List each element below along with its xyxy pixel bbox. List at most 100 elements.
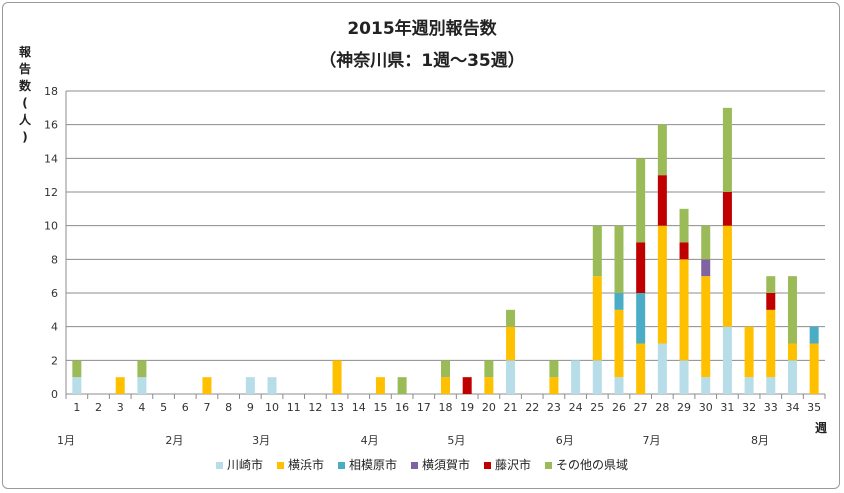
bar-segment: [657, 175, 667, 226]
bar-segment: [679, 259, 689, 361]
x-tick-label: 23: [547, 401, 561, 414]
bar-segment: [722, 225, 732, 327]
legend-item: 川崎市: [215, 456, 263, 473]
bar-segment: [787, 343, 797, 361]
legend-swatch: [545, 462, 553, 469]
legend-item: 横浜市: [276, 456, 324, 473]
bar-segment: [484, 377, 494, 394]
bar-segment: [636, 158, 646, 243]
legend: 川崎市 横浜市 相模原市 横須賀市 藤沢市 その他の県域: [0, 456, 844, 473]
bar-segment: [657, 124, 667, 176]
month-label: 6月: [556, 434, 574, 447]
legend-swatch: [337, 462, 345, 469]
x-tick-label: 1: [73, 401, 80, 414]
chart-subtitle: （神奈川県：1週〜35週）: [319, 51, 525, 71]
month-label: 8月: [751, 434, 769, 447]
x-tick-label: 18: [439, 401, 453, 414]
bar-segment: [636, 242, 646, 293]
bar-segment: [614, 377, 624, 394]
bar-segment: [462, 377, 472, 394]
legend-item: 相模原市: [337, 456, 397, 473]
x-tick-label: 11: [287, 401, 301, 414]
month-label: 7月: [643, 434, 661, 447]
month-label: 2月: [165, 434, 183, 447]
bar-segment: [441, 377, 450, 394]
bar-segment: [722, 107, 732, 192]
bar-segment: [267, 377, 277, 394]
y-axis-label: 報 告 数 ( 人 ): [18, 45, 31, 144]
x-tick-label: 32: [742, 401, 756, 414]
month-label: 5月: [447, 434, 465, 447]
bar-segment: [614, 309, 624, 378]
bar-segment: [636, 343, 646, 394]
bar-segment: [766, 377, 776, 394]
y-tick-label: 6: [51, 287, 58, 300]
x-tick-label: 33: [764, 401, 778, 414]
bar-segment: [549, 377, 559, 394]
bar-segment: [701, 225, 711, 260]
x-tick-label: 4: [138, 401, 145, 414]
bar-segment: [571, 360, 581, 394]
y-tick-label: 2: [51, 354, 58, 367]
legend-swatch: [276, 462, 284, 469]
legend-swatch: [411, 462, 418, 469]
bar-segment: [809, 343, 819, 394]
bar-segment: [701, 259, 711, 277]
legend-swatch: [215, 462, 223, 469]
bar-segment: [722, 192, 732, 226]
y-tick-label: 16: [44, 119, 58, 132]
x-tick-label: 12: [308, 401, 322, 414]
bar-segment: [679, 242, 689, 260]
legend-item: 藤沢市: [484, 456, 531, 473]
bar-segment: [701, 276, 711, 378]
x-tick-label: 21: [504, 401, 518, 414]
bar-segment: [787, 276, 797, 344]
month-label: 3月: [252, 434, 270, 447]
legend-label: 横須賀市: [422, 458, 471, 472]
bar-segment: [506, 360, 516, 394]
legend-label: 横浜市: [287, 458, 324, 472]
y-tick-label: 4: [51, 321, 58, 334]
bar-segment: [679, 360, 689, 394]
x-tick-label: 15: [373, 401, 387, 414]
bar-segment: [397, 377, 407, 394]
x-tick-label: 28: [655, 401, 669, 414]
bar-segment: [744, 326, 754, 378]
bar-segment: [766, 293, 776, 310]
bar-segment: [245, 377, 255, 394]
x-tick-label: 10: [265, 401, 279, 414]
x-tick-label: 22: [525, 401, 539, 414]
x-tick-label: 31: [720, 401, 734, 414]
legend-label: 川崎市: [226, 458, 263, 472]
bar-segment: [332, 360, 342, 394]
bar-segment: [614, 293, 624, 310]
x-tick-label: 2: [95, 401, 102, 414]
x-tick-label: 7: [203, 401, 210, 414]
bar-segment: [137, 360, 147, 378]
x-tick-label: 35: [807, 401, 821, 414]
x-tick-label: 3: [117, 401, 124, 414]
bar-segment: [787, 360, 797, 394]
x-tick-label: 26: [612, 401, 626, 414]
y-tick-label: 12: [44, 186, 58, 199]
bar-segment: [375, 377, 385, 394]
x-axis-label: 週: [815, 420, 827, 435]
bar-segment: [592, 225, 602, 277]
y-tick-label: 0: [51, 388, 58, 401]
x-tick-label: 24: [569, 401, 583, 414]
bar-segment: [766, 276, 776, 293]
chart-title: 2015年週別報告数: [347, 19, 497, 39]
bar-segment: [657, 343, 667, 394]
legend-swatch: [484, 462, 492, 469]
x-tick-label: 29: [677, 401, 691, 414]
x-tick-label: 14: [352, 401, 366, 414]
y-tick-label: 8: [51, 253, 58, 266]
bar-segment: [72, 360, 82, 378]
x-tick-label: 20: [482, 401, 496, 414]
bar-segment: [657, 225, 667, 344]
legend-item: 横須賀市: [411, 456, 470, 473]
bar-segment: [744, 377, 754, 394]
x-tick-label: 25: [590, 401, 604, 414]
